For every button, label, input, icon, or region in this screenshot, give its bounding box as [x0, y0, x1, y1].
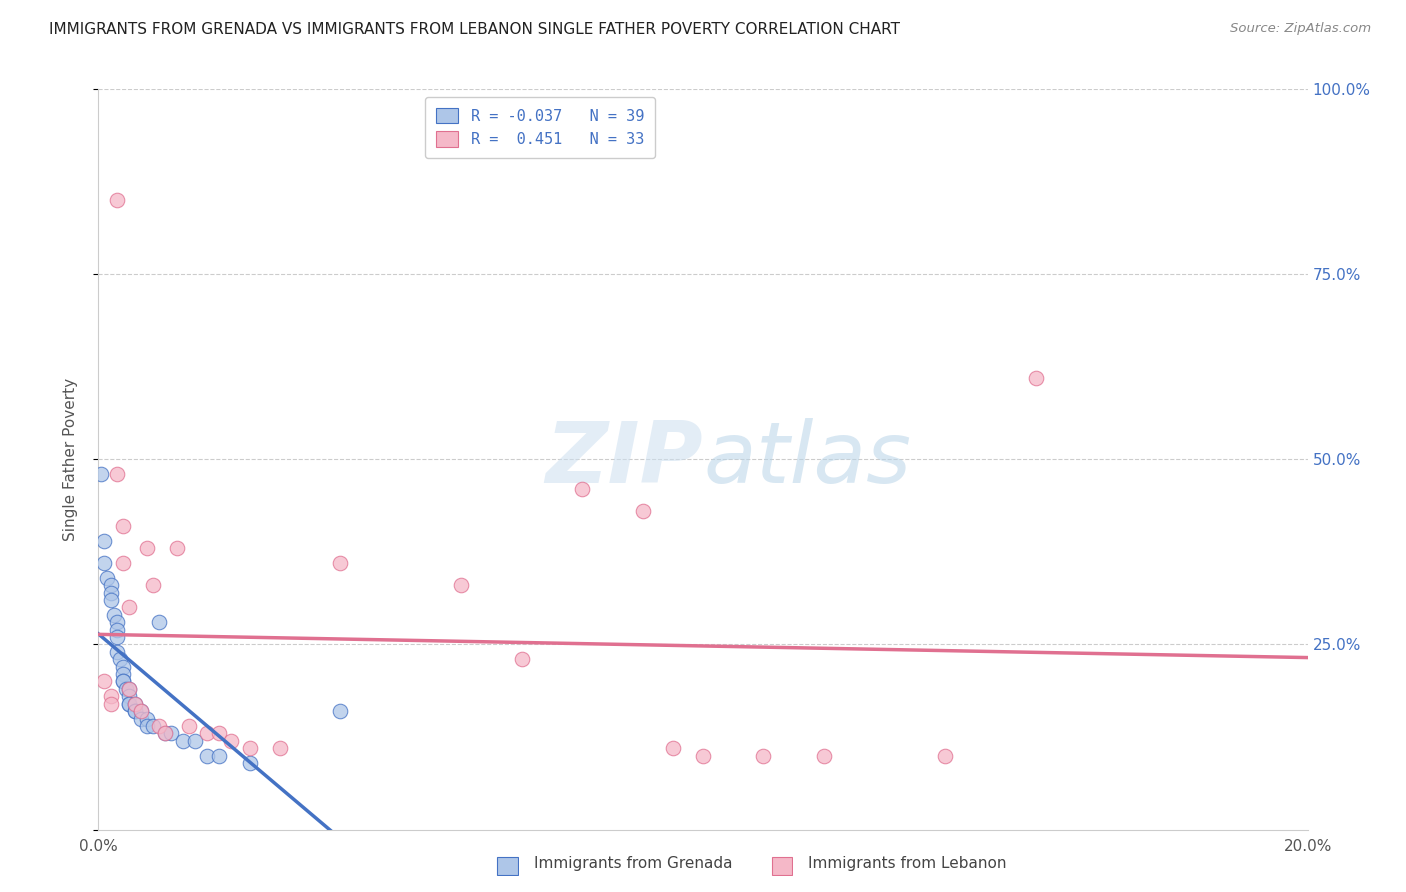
Point [692, 748, 714, 763]
Point [329, 556, 352, 570]
Point [450, 578, 472, 592]
Point [239, 756, 262, 770]
Point [96, 571, 118, 585]
Point [129, 704, 152, 718]
Point [124, 704, 146, 718]
Point [100, 585, 122, 599]
Point [105, 645, 128, 659]
Point [100, 578, 122, 592]
Point [571, 482, 593, 496]
Point [93, 556, 115, 570]
Point [208, 748, 231, 763]
Point [1024, 371, 1046, 385]
Point [129, 704, 152, 718]
Point [105, 467, 128, 482]
Point [100, 593, 122, 607]
Point [90, 467, 112, 482]
Point [100, 690, 122, 704]
Point [124, 697, 146, 711]
Point [148, 615, 170, 630]
Legend: R = -0.037   N = 39, R =  0.451   N = 33: R = -0.037 N = 39, R = 0.451 N = 33 [425, 97, 655, 158]
Text: ZIP: ZIP [546, 417, 703, 501]
Point [179, 719, 201, 733]
Point [93, 674, 115, 689]
Point [329, 704, 352, 718]
Point [118, 690, 141, 704]
Point [135, 541, 157, 556]
Point [129, 712, 152, 726]
Point [166, 541, 188, 556]
Point [752, 748, 775, 763]
Point [269, 741, 291, 756]
Y-axis label: Single Father Poverty: Single Father Poverty [63, 378, 77, 541]
Point [108, 652, 131, 666]
Point [105, 630, 128, 644]
Point [124, 697, 146, 711]
Text: IMMIGRANTS FROM GRENADA VS IMMIGRANTS FROM LEBANON SINGLE FATHER POVERTY CORRELA: IMMIGRANTS FROM GRENADA VS IMMIGRANTS FR… [49, 22, 900, 37]
Text: Immigrants from Lebanon: Immigrants from Lebanon [808, 856, 1007, 871]
Point [111, 674, 134, 689]
Point [105, 623, 128, 637]
Point [105, 615, 128, 630]
Point [510, 652, 533, 666]
Point [118, 697, 141, 711]
Point [160, 726, 183, 740]
Point [631, 504, 654, 518]
Point [813, 748, 835, 763]
Point [221, 733, 243, 747]
Point [111, 667, 134, 681]
Point [118, 681, 141, 696]
Point [195, 726, 218, 740]
Point [184, 733, 207, 747]
Point [142, 719, 165, 733]
Point [153, 726, 176, 740]
Text: Source: ZipAtlas.com: Source: ZipAtlas.com [1230, 22, 1371, 36]
Point [105, 194, 128, 208]
Point [103, 607, 125, 622]
Point [111, 556, 134, 570]
Point [111, 519, 134, 533]
Point [135, 719, 157, 733]
Point [934, 748, 956, 763]
Point [93, 533, 115, 548]
Point [100, 697, 122, 711]
Point [142, 578, 165, 592]
Point [111, 659, 134, 673]
Point [111, 674, 134, 689]
Point [118, 681, 141, 696]
Point [195, 748, 218, 763]
Point [153, 726, 176, 740]
Point [148, 719, 170, 733]
Point [135, 712, 157, 726]
Point [239, 741, 262, 756]
Text: atlas: atlas [703, 417, 911, 501]
Point [124, 704, 146, 718]
Text: Immigrants from Grenada: Immigrants from Grenada [534, 856, 733, 871]
Point [118, 697, 141, 711]
Point [118, 600, 141, 615]
Point [208, 726, 231, 740]
Point [661, 741, 683, 756]
Point [172, 733, 194, 747]
Point [114, 681, 136, 696]
